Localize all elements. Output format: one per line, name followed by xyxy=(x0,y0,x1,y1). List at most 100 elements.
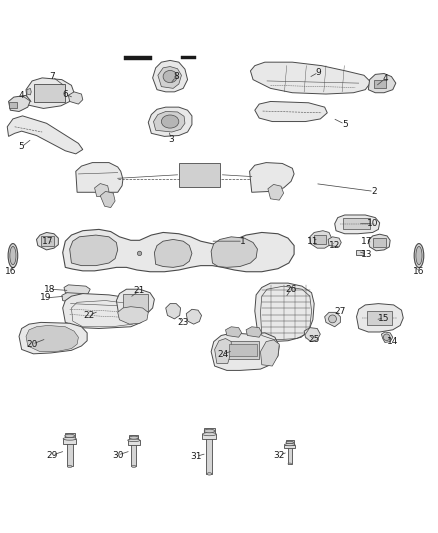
Bar xyxy=(63,439,76,443)
Text: 29: 29 xyxy=(46,450,58,459)
Ellipse shape xyxy=(207,473,212,475)
Bar xyxy=(34,84,65,102)
Polygon shape xyxy=(117,289,154,317)
Polygon shape xyxy=(325,312,340,327)
Polygon shape xyxy=(381,332,393,343)
Bar xyxy=(65,433,74,439)
Polygon shape xyxy=(304,328,320,342)
Bar xyxy=(204,428,215,434)
Bar xyxy=(367,311,392,325)
Ellipse shape xyxy=(383,334,390,341)
Text: 15: 15 xyxy=(378,313,390,322)
Text: 21: 21 xyxy=(134,286,145,295)
Bar xyxy=(226,341,259,359)
Text: 16: 16 xyxy=(413,267,425,276)
Polygon shape xyxy=(63,294,147,328)
Text: 2: 2 xyxy=(371,187,377,196)
Polygon shape xyxy=(76,163,123,192)
Polygon shape xyxy=(148,107,192,136)
Polygon shape xyxy=(211,333,279,370)
Bar xyxy=(67,441,73,466)
Ellipse shape xyxy=(286,441,293,443)
Bar xyxy=(129,435,138,440)
Text: 5: 5 xyxy=(342,120,348,128)
Polygon shape xyxy=(166,304,180,319)
Text: 8: 8 xyxy=(173,72,179,81)
Polygon shape xyxy=(255,101,327,122)
Text: 3: 3 xyxy=(168,134,174,143)
Polygon shape xyxy=(19,322,87,354)
Polygon shape xyxy=(261,340,279,366)
Text: 13: 13 xyxy=(361,250,372,259)
Ellipse shape xyxy=(204,429,215,433)
Ellipse shape xyxy=(161,115,179,128)
Bar xyxy=(288,446,292,464)
Polygon shape xyxy=(95,183,109,197)
Ellipse shape xyxy=(63,437,76,440)
Polygon shape xyxy=(70,235,118,265)
Polygon shape xyxy=(226,327,242,337)
Text: 26: 26 xyxy=(285,285,297,294)
Text: 14: 14 xyxy=(387,337,399,346)
Polygon shape xyxy=(255,283,314,342)
Text: 5: 5 xyxy=(19,142,25,151)
Polygon shape xyxy=(27,88,31,95)
Bar xyxy=(128,440,140,445)
Polygon shape xyxy=(215,338,231,364)
Bar xyxy=(343,218,370,229)
Text: 4: 4 xyxy=(19,91,25,100)
Polygon shape xyxy=(368,234,390,251)
Ellipse shape xyxy=(416,246,422,265)
Polygon shape xyxy=(328,237,341,247)
Text: 17: 17 xyxy=(361,237,372,246)
Text: 6: 6 xyxy=(63,90,68,99)
Bar xyxy=(123,294,148,311)
Ellipse shape xyxy=(138,251,142,256)
Bar xyxy=(230,344,257,357)
Polygon shape xyxy=(153,111,185,132)
Text: 10: 10 xyxy=(367,219,378,228)
Bar xyxy=(206,437,212,474)
Bar xyxy=(373,238,386,247)
Ellipse shape xyxy=(129,436,138,439)
Bar xyxy=(124,56,152,60)
Bar xyxy=(9,102,17,108)
Text: 24: 24 xyxy=(217,350,228,359)
Text: 11: 11 xyxy=(307,237,318,246)
Polygon shape xyxy=(186,309,201,324)
Text: 1: 1 xyxy=(240,237,246,246)
Ellipse shape xyxy=(414,244,424,268)
Text: 22: 22 xyxy=(83,311,95,320)
Text: 20: 20 xyxy=(26,340,38,349)
Ellipse shape xyxy=(132,465,136,467)
Polygon shape xyxy=(335,215,380,234)
Ellipse shape xyxy=(202,433,216,436)
Polygon shape xyxy=(250,163,294,192)
Text: 4: 4 xyxy=(382,74,388,83)
Polygon shape xyxy=(36,232,58,250)
Polygon shape xyxy=(9,95,30,111)
Ellipse shape xyxy=(163,70,177,83)
Polygon shape xyxy=(158,67,181,88)
Polygon shape xyxy=(251,62,371,94)
Ellipse shape xyxy=(285,443,295,446)
Ellipse shape xyxy=(8,244,18,268)
Text: 17: 17 xyxy=(42,237,53,246)
Polygon shape xyxy=(62,293,87,304)
Polygon shape xyxy=(7,116,83,154)
Text: 9: 9 xyxy=(316,68,321,77)
Bar xyxy=(202,434,216,439)
Bar xyxy=(131,442,137,466)
Text: 7: 7 xyxy=(49,72,55,81)
Polygon shape xyxy=(26,78,74,108)
Text: 32: 32 xyxy=(274,450,285,459)
Text: 25: 25 xyxy=(308,335,320,344)
Ellipse shape xyxy=(328,315,336,323)
Ellipse shape xyxy=(128,439,140,441)
Polygon shape xyxy=(368,74,396,93)
Text: 23: 23 xyxy=(177,318,189,327)
Bar xyxy=(374,79,386,88)
Bar xyxy=(285,445,295,448)
Text: 18: 18 xyxy=(44,285,55,294)
Bar xyxy=(181,56,196,59)
